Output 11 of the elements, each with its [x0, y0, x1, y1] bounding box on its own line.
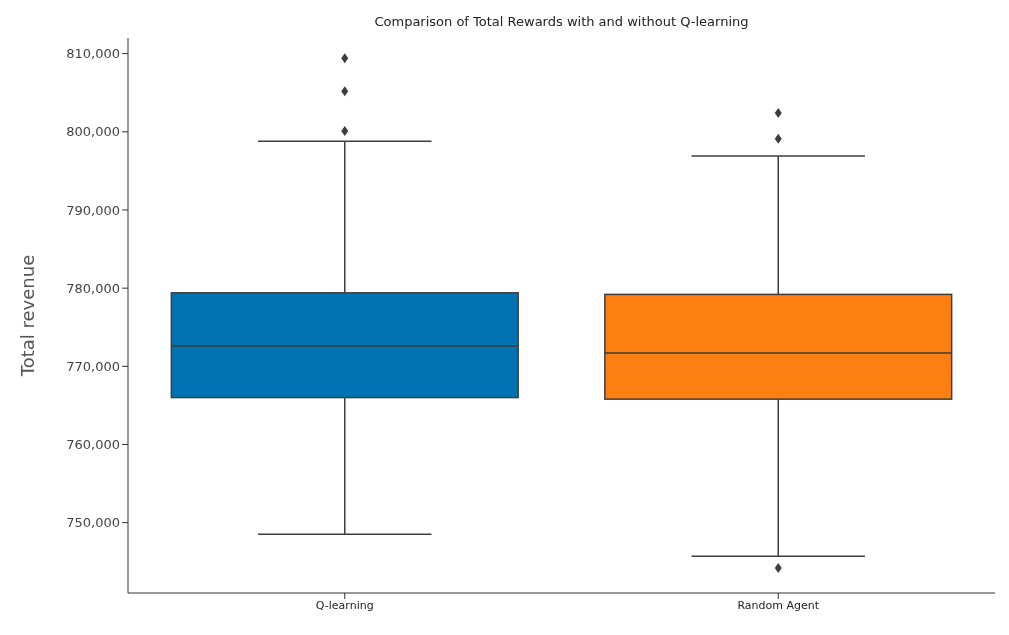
y-tick-label: 810,000: [66, 46, 120, 62]
y-tick-label: 770,000: [66, 358, 120, 374]
x-tick-label: Random Agent: [737, 598, 820, 612]
y-tick-label: 760,000: [66, 437, 120, 453]
y-tick-label: 790,000: [66, 202, 120, 218]
y-tick-label: 800,000: [66, 124, 120, 140]
chart-title: Comparison of Total Rewards with and without Q-learning: [373, 14, 750, 29]
y-tick-label: 780,000: [66, 280, 120, 296]
y-tick-label: 750,000: [66, 515, 120, 531]
y-axis-title: Total revenue: [17, 254, 39, 378]
x-tick-label: Q-learning: [315, 598, 374, 612]
